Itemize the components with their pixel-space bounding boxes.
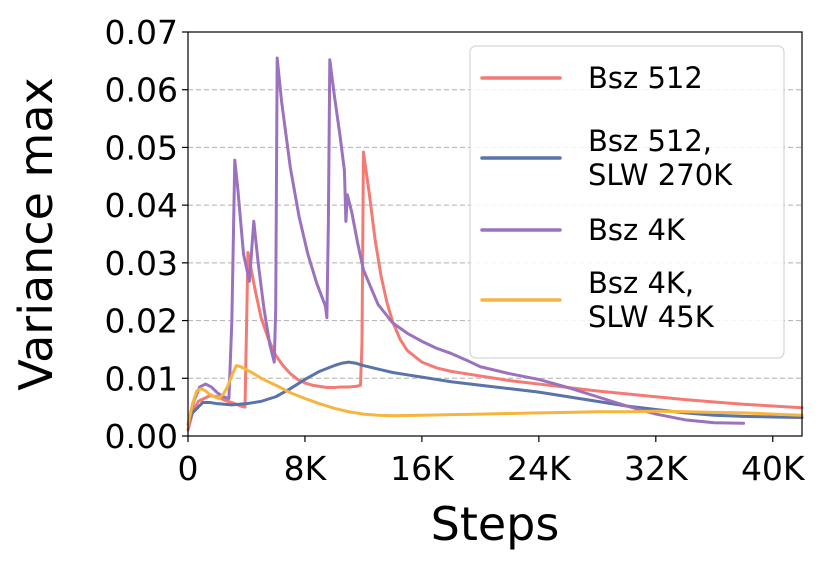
y-tick-label-2: 0.02 [105,302,178,341]
y-tick-label-7: 0.07 [105,13,178,52]
legend: Bsz 512 Bsz 512, SLW 270K Bsz 4K Bsz 4K, SLW … [469,45,785,359]
plot-frame [187,31,803,437]
series-line-4 [186,364,804,426]
y-tick-label-3: 0.03 [105,244,178,283]
y-tick-label-0: 0.00 [105,417,178,456]
y-axis-label: Variance max [9,77,63,391]
legend-box [469,45,785,359]
series-line-3 [186,56,746,426]
axis-ticks: 0 8K 16K 24K 32K 40K 0.00 0.01 0.02 0.03 0.04 0.05 0… [105,13,806,488]
x-tick-label-2: 16K [390,449,455,488]
legend-label-4: Bsz 4K, SLW 45K [588,266,715,334]
x-tick-label-4: 32K [624,449,689,488]
legend-label-2: Bsz 512, SLW 270K [588,124,733,192]
y-tick-label-6: 0.06 [105,71,178,110]
series-lines [186,56,804,432]
y-tick-label-5: 0.05 [105,128,178,167]
x-tick-label-0: 0 [178,449,199,488]
y-tick-label-1: 0.01 [105,359,178,398]
x-tick-label-5: 40K [741,449,806,488]
x-tick-label-3: 24K [507,449,572,488]
x-axis-label: Steps [431,497,560,551]
x-tick-label-1: 8K [284,449,328,488]
legend-label-3: Bsz 4K [588,213,686,247]
legend-label-1: Bsz 512 [588,61,703,95]
y-tick-label-4: 0.04 [105,186,178,225]
